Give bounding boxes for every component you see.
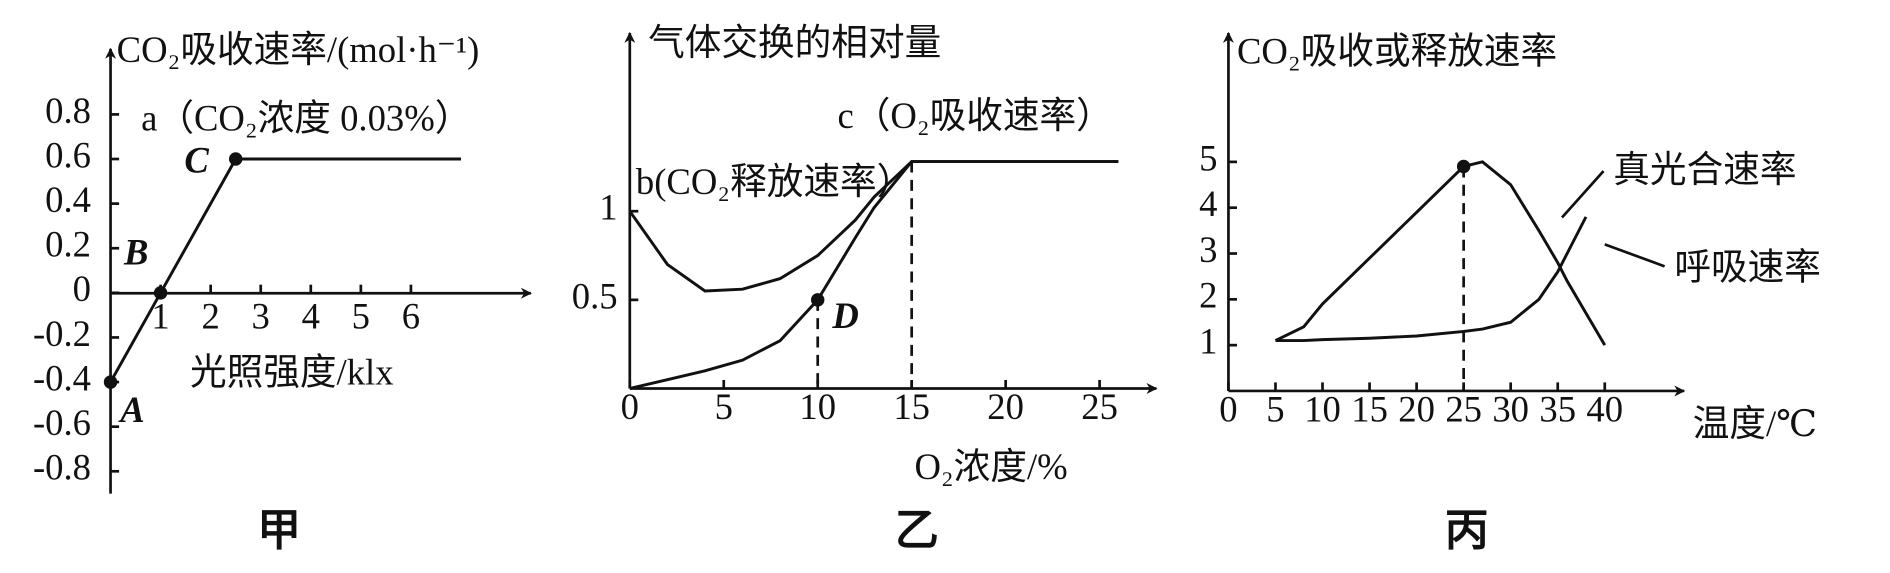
point-label: C — [184, 139, 209, 180]
y-tick-label: 0.6 — [45, 134, 91, 175]
x-tick-label: 5 — [352, 296, 370, 337]
leader-line — [1560, 170, 1605, 219]
x-tick-label: 30 — [1492, 388, 1529, 429]
series-line — [109, 157, 461, 383]
x-tick-label: 2 — [202, 296, 220, 337]
y-tick-label: 0 — [73, 268, 91, 309]
x-axis-label: 温度/℃ — [1693, 403, 1817, 444]
y-tick-label: 4 — [1199, 183, 1217, 224]
point — [810, 293, 825, 307]
series-line — [628, 160, 1119, 293]
x-tick-label: 5 — [1266, 388, 1284, 429]
series-line — [1274, 160, 1607, 346]
caption: 甲 — [257, 506, 301, 555]
y-tick-label: -0.4 — [33, 357, 91, 398]
series-label: 呼吸速率 — [1674, 247, 1821, 288]
point — [228, 152, 243, 166]
x-tick-label: 25 — [1445, 388, 1482, 429]
y-tick-label: 1 — [599, 187, 617, 228]
x-tick-label: 40 — [1586, 388, 1623, 429]
caption: 丙 — [1445, 506, 1489, 555]
y-tick-label: 0.8 — [45, 90, 91, 131]
caption: 乙 — [895, 506, 939, 555]
y-tick-label: 3 — [1199, 229, 1217, 270]
x-tick-label: 35 — [1539, 388, 1576, 429]
chart-title: CO₂吸收或释放速率 — [1237, 30, 1557, 71]
x-tick-label: 15 — [1351, 388, 1388, 429]
point — [1456, 159, 1471, 174]
x-tick-label: 6 — [402, 296, 420, 337]
x-tick-label: 10 — [1304, 388, 1341, 429]
series-line — [1275, 216, 1588, 343]
point — [103, 375, 118, 389]
x-axis-label: 光照强度/klx — [190, 352, 394, 393]
y-tick-label: -0.2 — [33, 313, 91, 354]
x-tick-label: 0 — [621, 386, 639, 427]
x-tick-label: 10 — [799, 386, 836, 427]
x-tick-label: 20 — [987, 386, 1024, 427]
y-tick-label: 0.5 — [572, 275, 618, 316]
chart-title: 气体交换的相对量 — [648, 22, 941, 63]
x-tick-label: 25 — [1081, 386, 1118, 427]
x-tick-label: 3 — [252, 296, 270, 337]
x-tick-label: 15 — [893, 386, 930, 427]
y-tick-label: 0.4 — [45, 179, 91, 220]
x-tick-label: 20 — [1398, 388, 1435, 429]
x-tick-label: 1 — [151, 296, 169, 337]
y-tick-label: -0.8 — [33, 447, 91, 488]
y-tick-label: 2 — [1199, 275, 1217, 316]
point-label: A — [118, 389, 144, 430]
y-tick-label: 1 — [1199, 321, 1217, 362]
series-label: c（O₂吸收速率） — [837, 95, 1112, 136]
series-label: b(CO₂释放速率） — [636, 161, 913, 202]
x-tick-label: 0 — [1219, 388, 1237, 429]
y-tick-label: -0.6 — [33, 402, 91, 443]
x-tick-label: 5 — [715, 386, 733, 427]
chart-title: CO₂吸收速率/(mol·h⁻¹) — [117, 29, 480, 70]
annotation: a（CO₂浓度 0.03%） — [141, 98, 471, 139]
x-axis-label: O₂浓度/% — [914, 446, 1067, 487]
series-line — [629, 160, 1119, 390]
y-tick-label: 5 — [1199, 137, 1217, 178]
point — [153, 286, 168, 300]
point-label: B — [123, 232, 148, 273]
series-label: 真光合速率 — [1613, 149, 1796, 190]
y-tick-label: 0.2 — [45, 224, 91, 265]
x-tick-label: 4 — [302, 296, 320, 337]
leader-line — [1604, 243, 1666, 268]
point-label: D — [831, 295, 858, 336]
